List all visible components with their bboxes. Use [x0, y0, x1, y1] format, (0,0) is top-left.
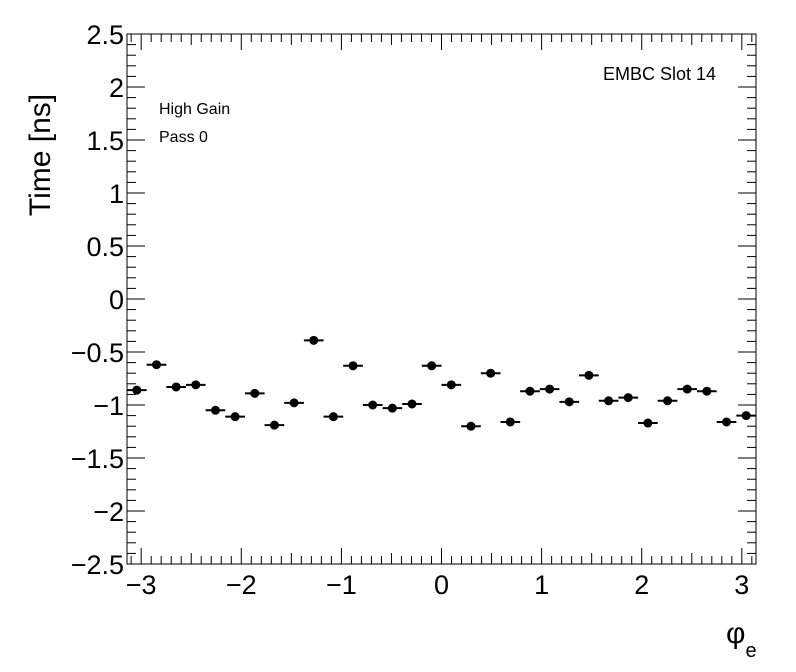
data-point — [230, 412, 240, 422]
y-tick-labels: 2.5 2 1.5 1 0.5 0 −0.5 −1 −1.5 −2 −2.5 — [71, 20, 124, 580]
data-point — [328, 412, 338, 422]
data-point — [289, 398, 299, 408]
y-tick-label: 1.5 — [86, 126, 124, 156]
x-axis-symbol: φ — [726, 617, 745, 650]
data-point — [407, 399, 417, 409]
data-point — [741, 411, 751, 421]
y-tick-label: 1 — [109, 179, 124, 209]
data-point — [151, 360, 161, 370]
data-point — [584, 370, 594, 380]
data-point — [250, 388, 260, 398]
data-point — [663, 396, 673, 406]
y-tick-label: −1 — [93, 391, 124, 421]
data-point — [486, 368, 496, 378]
y-tick-label: 2 — [109, 73, 124, 103]
x-tick-label: 2 — [634, 570, 649, 600]
data-series — [127, 335, 756, 431]
gain-label: High Gain — [159, 101, 230, 118]
x-axis-title: φe — [726, 617, 757, 662]
data-point — [171, 382, 181, 392]
data-point — [269, 420, 279, 430]
data-point — [505, 417, 515, 427]
data-point — [210, 405, 220, 415]
x-tick-label: −2 — [226, 570, 257, 600]
data-point — [191, 380, 201, 390]
data-point — [643, 418, 653, 428]
data-point — [466, 421, 476, 431]
plot-frame — [126, 33, 757, 565]
y-tick-label: 0 — [109, 285, 124, 315]
data-point — [682, 384, 692, 394]
x-tick-label: 1 — [534, 570, 549, 600]
x-tick-label: 0 — [434, 570, 449, 600]
x-axis-subscript: e — [745, 640, 756, 662]
data-point — [604, 396, 614, 406]
y-tick-label: 2.5 — [86, 20, 124, 50]
slot-label: EMBC Slot 14 — [603, 64, 716, 84]
data-point — [525, 386, 535, 396]
x-tick-label: −3 — [126, 570, 157, 600]
data-point — [545, 384, 555, 394]
x-tick-labels: −3 −2 −1 0 1 2 3 — [126, 570, 750, 600]
x-tick-label: 3 — [734, 570, 749, 600]
data-point — [387, 403, 397, 413]
data-point — [132, 385, 142, 395]
y-axis-title: Time [ns] — [24, 94, 57, 216]
x-tick-label: −1 — [326, 570, 357, 600]
data-point — [702, 386, 712, 396]
y-tick-label: 0.5 — [86, 232, 124, 262]
data-point — [623, 393, 633, 403]
data-point — [564, 397, 574, 407]
y-tick-label: −1.5 — [71, 444, 124, 474]
pass-label: Pass 0 — [159, 129, 208, 146]
data-point — [348, 361, 358, 371]
data-point — [427, 361, 437, 371]
data-point — [368, 400, 378, 410]
data-point — [722, 417, 732, 427]
y-tick-label: −2.5 — [71, 550, 124, 580]
y-tick-label: −0.5 — [71, 338, 124, 368]
y-tick-label: −2 — [93, 497, 124, 527]
data-point — [446, 380, 456, 390]
data-point — [309, 335, 319, 345]
axis-ticks — [127, 33, 756, 565]
